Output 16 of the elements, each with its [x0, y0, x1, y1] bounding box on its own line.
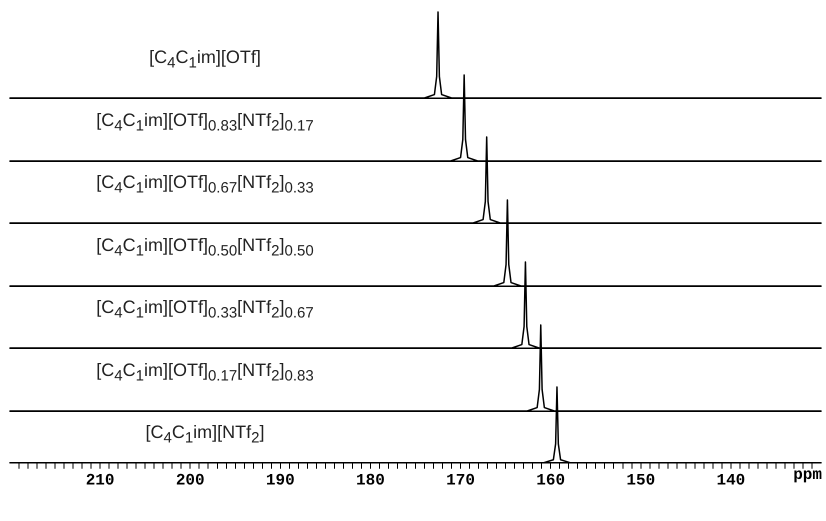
text: [C$_{4}$C$_{1}$im][OTf]: [149, 47, 261, 72]
chart-title: [C$_{4}$C$_{1}$im][OTf]$_{0.33}$[NTf$_{2}$]$_{0.67}$: [96, 297, 314, 322]
x-tick-label: 200: [176, 471, 205, 490]
x-tick-label: 160: [536, 471, 566, 490]
chart-title: [C$_{4}$C$_{1}$im][OTf]$_{0.17}$[NTf$_{2}$]$_{0.83}$: [96, 360, 314, 384]
x-tick-label: 180: [356, 471, 385, 490]
text: [C$_{4}$C$_{1}$im][NTf$_{2}$]: [145, 422, 265, 447]
x-axis-title: ppm: [793, 466, 822, 484]
chart-title: [C$_{4}$C$_{1}$im][OTf]$_{0.50}$[NTf$_{2}$]$_{0.50}$: [96, 234, 314, 260]
chart-title: [C$_{4}$C$_{1}$im][OTf]$_{0.67}$[NTf$_{2}$]$_{0.33}$: [96, 172, 314, 197]
x-tick-label: 150: [626, 471, 656, 490]
chart-title: [C$_{4}$C$_{1}$im][OTf]$_{0.83}$[NTf$_{2}$]$_{0.17}$: [96, 110, 314, 134]
x-tick-label: 140: [716, 471, 746, 490]
x-tick-label: 190: [266, 471, 295, 490]
x-tick-label: 210: [86, 471, 115, 490]
x-tick-label: 170: [446, 471, 475, 490]
